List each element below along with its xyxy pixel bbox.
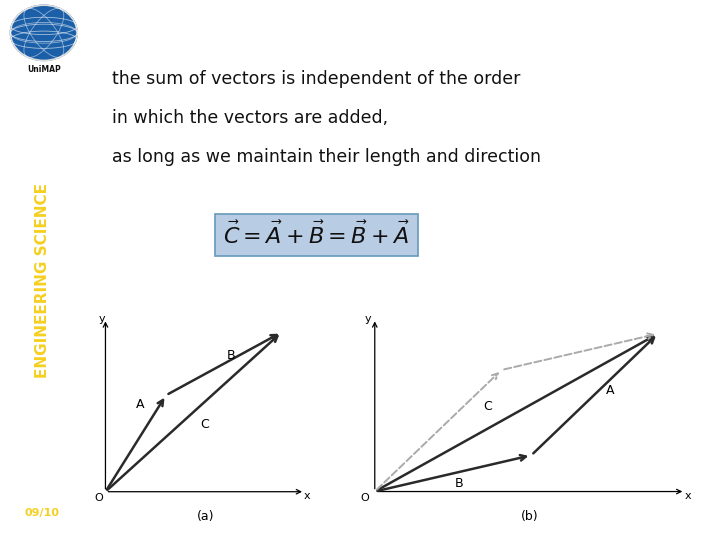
Text: C: C [200, 418, 209, 431]
Text: ENGINEERING SCIENCE: ENGINEERING SCIENCE [35, 183, 50, 379]
Text: B: B [454, 477, 463, 490]
Text: (b): (b) [521, 510, 538, 523]
Text: x: x [685, 491, 692, 501]
Text: y: y [99, 314, 105, 323]
Text: 09/10: 09/10 [25, 508, 60, 518]
Text: the sum of vectors is independent of the order: the sum of vectors is independent of the… [112, 70, 520, 88]
Text: (a): (a) [197, 510, 214, 523]
Circle shape [10, 5, 77, 60]
Text: y: y [365, 314, 372, 323]
Text: UniMAP: UniMAP [27, 65, 60, 73]
Text: in which the vectors are added,: in which the vectors are added, [112, 109, 388, 127]
Text: as long as we maintain their length and direction: as long as we maintain their length and … [112, 148, 541, 166]
Text: O: O [94, 493, 103, 503]
Text: $\vec{C} = \vec{A} + \vec{B} = \vec{B} + \vec{A}$: $\vec{C} = \vec{A} + \vec{B} = \vec{B} +… [223, 221, 410, 248]
Text: B: B [227, 349, 235, 362]
Text: C: C [483, 401, 492, 414]
Text: A: A [606, 383, 614, 397]
Text: A: A [135, 398, 144, 411]
Text: O: O [361, 493, 369, 503]
Text: x: x [304, 491, 310, 501]
